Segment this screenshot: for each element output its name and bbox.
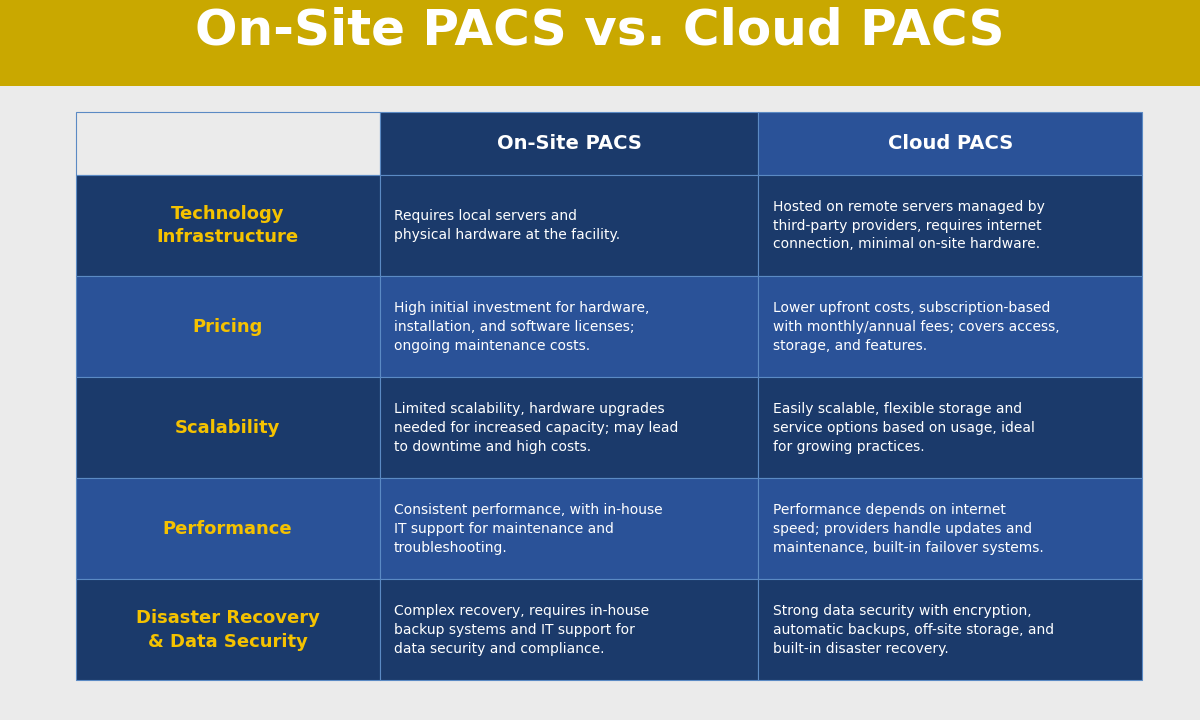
- Text: On-Site PACS vs. Cloud PACS: On-Site PACS vs. Cloud PACS: [196, 6, 1004, 55]
- Text: Hosted on remote servers managed by
third-party providers, requires internet
con: Hosted on remote servers managed by thir…: [773, 199, 1045, 251]
- Text: Scalability: Scalability: [175, 419, 281, 436]
- Text: Consistent performance, with in-house
IT support for maintenance and
troubleshoo: Consistent performance, with in-house IT…: [394, 503, 662, 554]
- Text: Lower upfront costs, subscription-based
with monthly/annual fees; covers access,: Lower upfront costs, subscription-based …: [773, 301, 1060, 353]
- Text: Limited scalability, hardware upgrades
needed for increased capacity; may lead
t: Limited scalability, hardware upgrades n…: [394, 402, 678, 454]
- Text: High initial investment for hardware,
installation, and software licenses;
ongoi: High initial investment for hardware, in…: [394, 301, 649, 353]
- Text: Disaster Recovery
& Data Security: Disaster Recovery & Data Security: [136, 609, 319, 651]
- Text: Cloud PACS: Cloud PACS: [888, 134, 1013, 153]
- Text: On-Site PACS: On-Site PACS: [497, 134, 642, 153]
- Text: Performance depends on internet
speed; providers handle updates and
maintenance,: Performance depends on internet speed; p…: [773, 503, 1044, 554]
- Text: Technology
Infrastructure: Technology Infrastructure: [156, 204, 299, 246]
- Text: Performance: Performance: [163, 520, 293, 538]
- Text: Easily scalable, flexible storage and
service options based on usage, ideal
for : Easily scalable, flexible storage and se…: [773, 402, 1034, 454]
- Text: Complex recovery, requires in-house
backup systems and IT support for
data secur: Complex recovery, requires in-house back…: [394, 604, 649, 656]
- Text: Requires local servers and
physical hardware at the facility.: Requires local servers and physical hard…: [394, 209, 620, 242]
- Text: Pricing: Pricing: [192, 318, 263, 336]
- Text: Strong data security with encryption,
automatic backups, off-site storage, and
b: Strong data security with encryption, au…: [773, 604, 1054, 656]
